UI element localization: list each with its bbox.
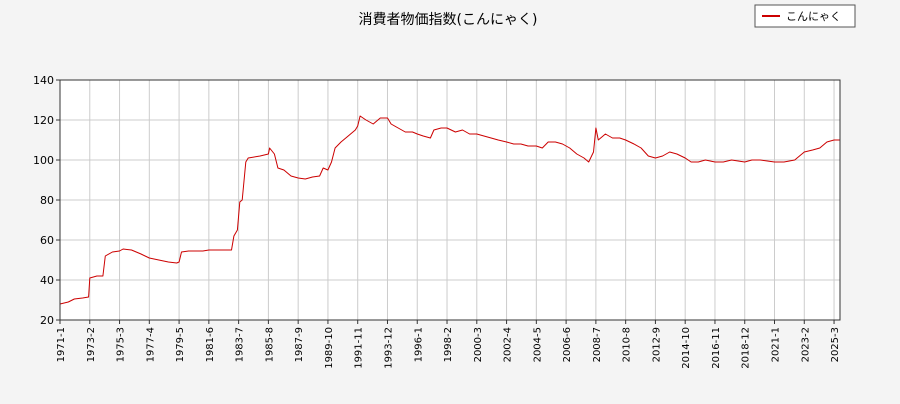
y-tick-label: 100 <box>33 154 54 167</box>
x-tick-label: 1991-11 <box>354 327 365 369</box>
x-tick-label: 1989-10 <box>324 327 335 369</box>
series-line <box>59 115 840 305</box>
legend: こんにゃく <box>754 4 856 28</box>
x-tick-label: 1983-7 <box>235 327 246 362</box>
y-tick-label: 40 <box>40 274 54 287</box>
x-tick-label: 1998-2 <box>443 327 454 362</box>
x-tick-label: 2002-4 <box>503 327 514 362</box>
x-tick-label: 2018-12 <box>741 327 752 369</box>
y-axis: 20 40 60 80 100 120 140 <box>33 74 60 327</box>
chart-title: 消費者物価指数(こんにゃく) <box>359 12 538 28</box>
x-tick-label: 1993-12 <box>383 327 394 369</box>
x-tick-label: 2021-1 <box>771 327 782 362</box>
x-tick-label: 2000-3 <box>473 327 484 362</box>
x-tick-label: 1973-2 <box>86 327 97 362</box>
x-tick-label: 1977-4 <box>145 327 156 362</box>
x-tick-label: 2014-10 <box>681 327 692 369</box>
x-tick-label: 2008-7 <box>592 327 603 362</box>
grid <box>59 79 840 321</box>
legend-label: こんにゃく <box>786 10 841 23</box>
x-tick-label: 1975-3 <box>116 327 127 362</box>
x-tick-label: 2004-5 <box>532 327 543 362</box>
x-tick-label: 2006-6 <box>562 327 573 362</box>
x-axis: 1971-1 1973-2 1975-3 1977-4 1979-5 1981-6 1983… <box>56 320 841 369</box>
y-tick-label: 140 <box>33 74 54 87</box>
y-tick-label: 20 <box>40 314 54 327</box>
x-tick-label: 2012-9 <box>651 327 662 362</box>
x-tick-label: 1985-8 <box>264 327 275 362</box>
x-tick-label: 1996-1 <box>413 327 424 362</box>
x-tick-label: 2010-8 <box>622 327 633 362</box>
x-tick-label: 1971-1 <box>56 327 67 362</box>
x-tick-label: 2025-3 <box>830 327 841 362</box>
x-tick-label: 2023-2 <box>800 327 811 362</box>
series-layer <box>59 115 840 305</box>
x-tick-label: 1981-6 <box>205 327 216 362</box>
legend-box <box>754 4 856 28</box>
x-tick-label: 1979-5 <box>175 327 186 362</box>
x-tick-label: 1987-9 <box>294 327 305 362</box>
y-tick-label: 120 <box>33 114 54 127</box>
y-tick-label: 80 <box>40 194 54 207</box>
y-tick-label: 60 <box>40 234 54 247</box>
x-tick-label: 2016-11 <box>711 327 722 369</box>
